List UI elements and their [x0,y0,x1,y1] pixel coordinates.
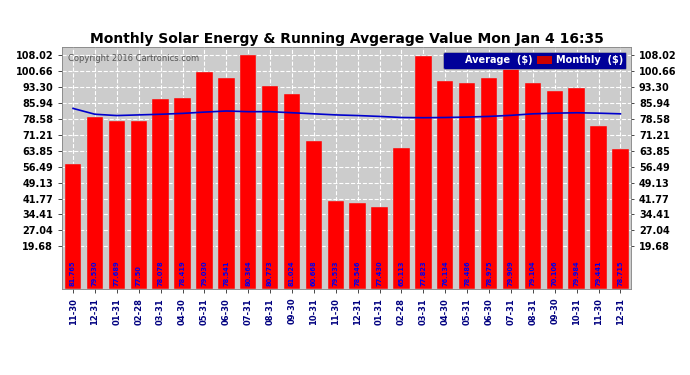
Bar [349,204,366,289]
Text: 79.984: 79.984 [573,260,580,285]
Bar [175,98,190,289]
Text: 78.078: 78.078 [157,260,164,285]
Text: 79.909: 79.909 [508,260,514,285]
Bar [196,72,213,289]
Text: 77.823: 77.823 [420,260,426,285]
Text: 79.104: 79.104 [530,260,536,285]
Text: 79.533: 79.533 [333,260,339,285]
Text: 80.773: 80.773 [267,260,273,285]
Text: 79.441: 79.441 [595,260,602,285]
Bar [415,56,431,289]
Bar [459,82,475,289]
Text: 78.546: 78.546 [355,260,361,285]
Bar [503,56,519,289]
Text: 78.541: 78.541 [224,260,229,285]
Bar [612,150,629,289]
Bar [87,117,103,289]
Bar [546,91,563,289]
Text: 81.024: 81.024 [289,260,295,285]
Bar [218,78,235,289]
Text: 76.134: 76.134 [442,260,448,285]
Legend: Average  ($), Monthly  ($): Average ($), Monthly ($) [443,52,627,69]
Text: 70.106: 70.106 [552,260,558,285]
Bar [328,201,344,289]
Bar [108,121,125,289]
Text: 77.50: 77.50 [136,265,141,285]
Bar [481,78,497,289]
Text: 79.030: 79.030 [201,260,208,285]
Bar [284,94,300,289]
Bar [240,56,257,289]
Bar [591,126,607,289]
Text: 77.430: 77.430 [377,260,382,285]
Bar [393,148,410,289]
Bar [65,164,81,289]
Bar [371,207,388,289]
Text: 78.419: 78.419 [179,260,186,285]
Text: 60.668: 60.668 [311,260,317,285]
Text: Copyright 2016 Cartronics.com: Copyright 2016 Cartronics.com [68,54,199,63]
Bar [262,86,278,289]
Bar [130,122,147,289]
Text: 81.765: 81.765 [70,260,76,285]
Bar [152,99,169,289]
Bar [524,83,541,289]
Text: 79.530: 79.530 [92,260,98,285]
Text: 78.975: 78.975 [486,260,492,285]
Bar [437,81,453,289]
Text: 80.364: 80.364 [245,260,251,285]
Text: 78.486: 78.486 [464,260,470,285]
Text: 78.715: 78.715 [618,260,623,285]
Text: 65.113: 65.113 [398,260,404,285]
Bar [306,141,322,289]
Text: 77.689: 77.689 [114,260,120,285]
Title: Monthly Solar Energy & Running Avgerage Value Mon Jan 4 16:35: Monthly Solar Energy & Running Avgerage … [90,32,604,46]
Bar [569,88,585,289]
